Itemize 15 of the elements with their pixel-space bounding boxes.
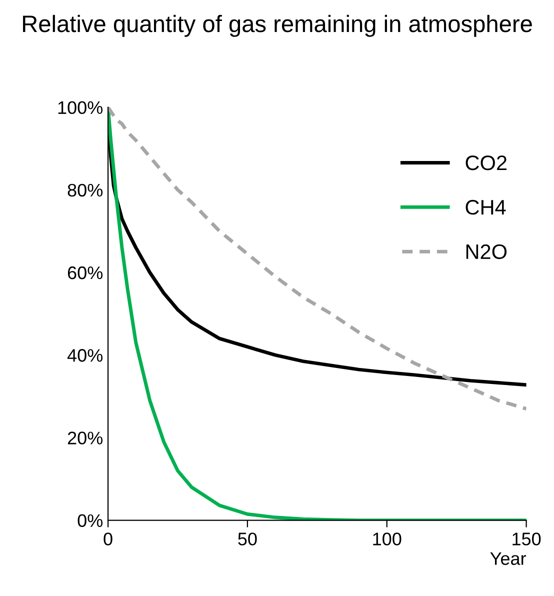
y-tick-label: 100%: [58, 101, 103, 114]
y-tick-label: 80%: [68, 184, 103, 197]
x-tick-label: 50: [238, 532, 257, 546]
legend-label: CH4: [466, 200, 506, 215]
x-tick-label: 0: [104, 532, 112, 546]
x-tick-label: 150: [512, 532, 541, 546]
x-tick-label: 100: [373, 532, 402, 546]
y-tick-label: 20%: [68, 432, 103, 444]
y-tick-label: 0%: [78, 514, 103, 528]
x-axis-title: Year: [490, 552, 526, 565]
chart-title: Relative quantity of gas remaining in atmosphere: [23, 14, 532, 37]
legend-label: CO2: [466, 155, 507, 170]
y-tick-label: 40%: [67, 349, 103, 362]
y-tick-label: 60%: [68, 266, 103, 280]
legend-label: N2O: [466, 244, 507, 260]
